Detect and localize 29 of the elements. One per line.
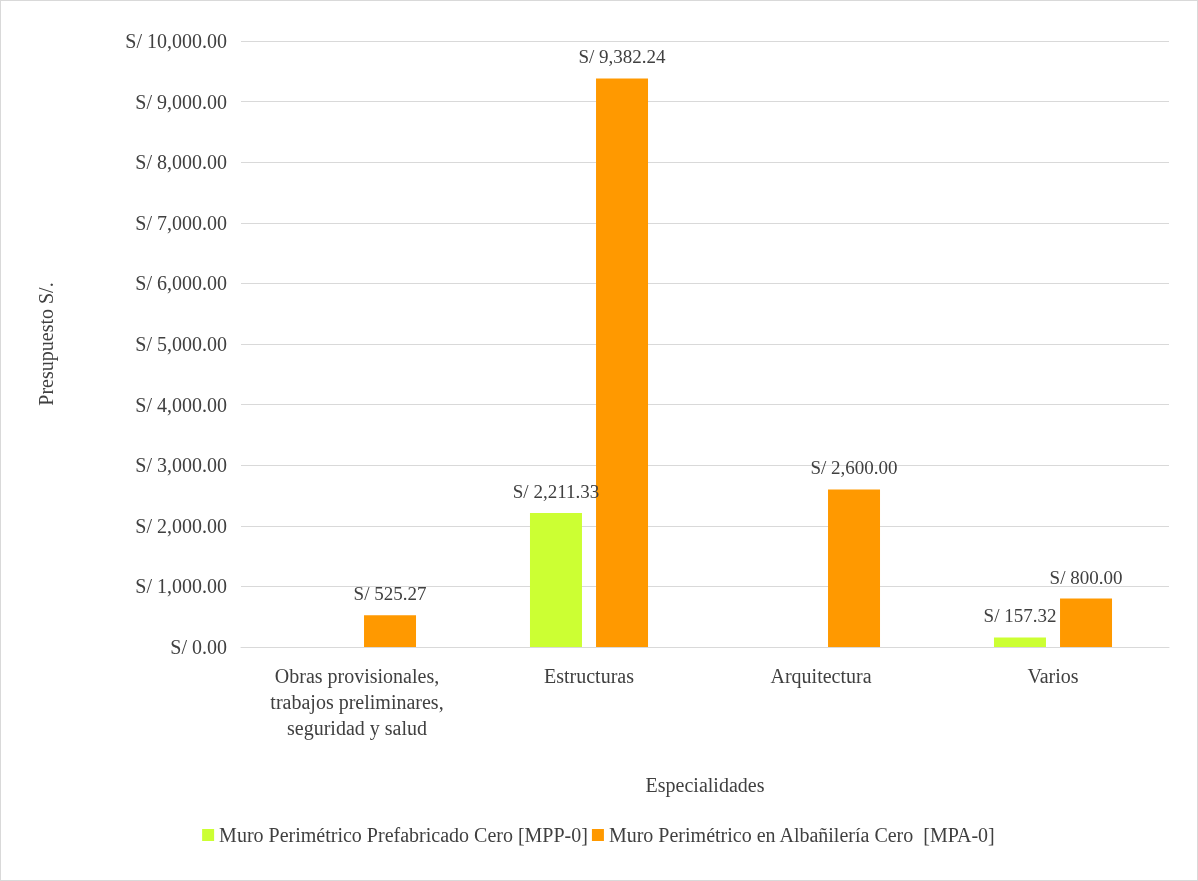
data-label: S/ 800.00 (1049, 566, 1123, 588)
x-tick-label: Obras provisionales, trabajos preliminares, seguridad y salud (270, 665, 444, 740)
y-tick-label: S/ 2,000.00 (135, 514, 227, 537)
data-label: S/ 525.27 (353, 583, 427, 605)
bar (364, 615, 417, 647)
legend-label: Muro Perimétrico Prefabricado Cero [MPP-0] (219, 824, 588, 846)
data-label: S/ 2,600.00 (810, 457, 898, 479)
x-axis-title: Especialidades (645, 774, 765, 797)
bar (529, 512, 582, 647)
y-tick-label: S/ 0.00 (170, 636, 227, 658)
y-tick-label: S/ 4,000.00 (135, 393, 227, 416)
y-tick-label: S/ 10,000.00 (125, 30, 227, 52)
y-tick-label: S/ 9,000.00 (135, 90, 227, 113)
bar (1060, 598, 1113, 647)
bar (828, 489, 881, 647)
data-label: S/ 157.32 (983, 605, 1057, 627)
x-tick-label: Arquitectura (770, 665, 872, 688)
data-label: S/ 9,382.24 (578, 46, 667, 68)
y-tick-label: S/ 7,000.00 (135, 211, 227, 234)
y-tick-label: S/ 5,000.00 (135, 333, 227, 355)
x-tick-label: Varios (1027, 665, 1079, 687)
x-tick-label: Estructuras (544, 665, 635, 687)
y-tick-label: S/ 1,000.00 (135, 575, 227, 598)
legend-label: Muro Perimétrico en Albañilería Cero [MPA-0] (608, 824, 995, 846)
y-axis-title: Presupuesto S/. (35, 282, 58, 406)
bar (993, 637, 1046, 647)
y-tick-label: S/ 3,000.00 (135, 454, 227, 477)
y-tick-label: S/ 8,000.00 (135, 151, 227, 174)
y-tick-label: S/ 6,000.00 (135, 272, 227, 295)
